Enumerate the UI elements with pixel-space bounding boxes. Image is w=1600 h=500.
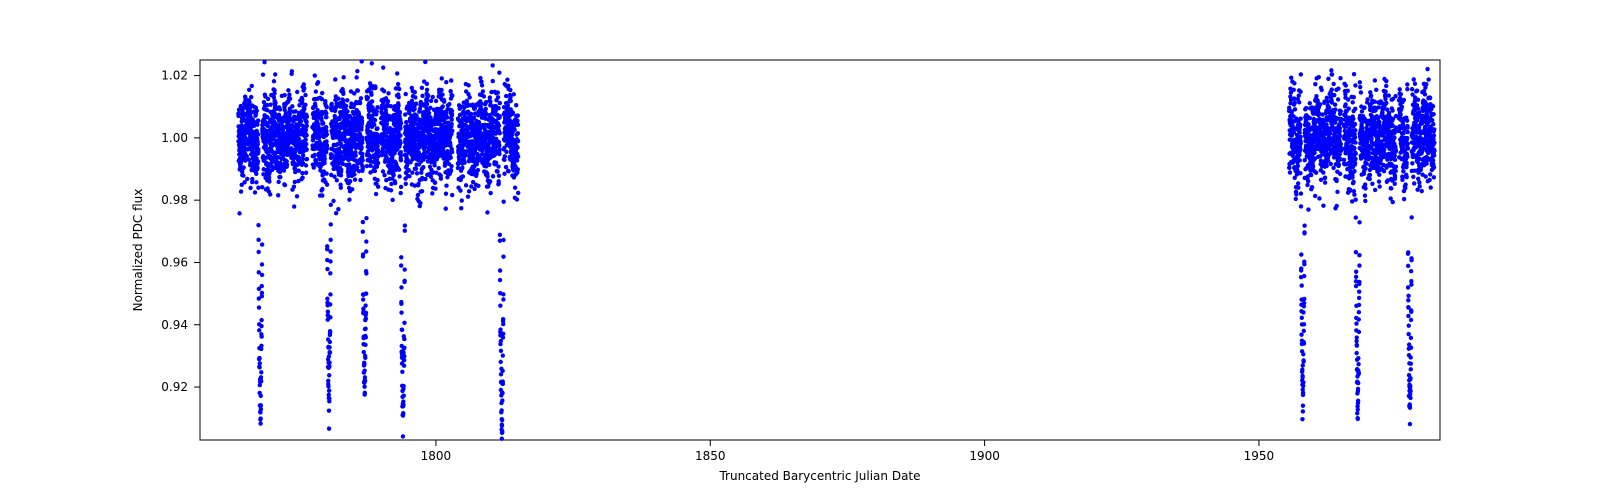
x-tick-label: 1800 — [421, 449, 452, 463]
x-axis-label: Truncated Barycentric Julian Date — [718, 469, 920, 483]
y-tick-label: 1.02 — [161, 69, 188, 83]
y-tick-label: 0.94 — [161, 318, 188, 332]
y-tick-label: 1.00 — [161, 131, 188, 145]
chart-svg: 1800 1850 1900 1950 0.92 0.94 0.96 0.98 1.00 1.02… — [0, 0, 1600, 500]
lightcurve-chart: 1800 1850 1900 1950 0.92 0.94 0.96 0.98 1.00 1.02… — [0, 0, 1600, 500]
y-tick-label: 0.96 — [161, 255, 188, 269]
scatter-series — [236, 59, 1436, 441]
x-tick-label: 1950 — [1244, 449, 1275, 463]
y-tick-label: 0.98 — [161, 193, 188, 207]
y-tick-label: 0.92 — [161, 380, 188, 394]
y-axis-label: Normalized PDC flux — [131, 189, 145, 312]
x-tick-label: 1850 — [695, 449, 726, 463]
x-tick-label: 1900 — [969, 449, 1000, 463]
